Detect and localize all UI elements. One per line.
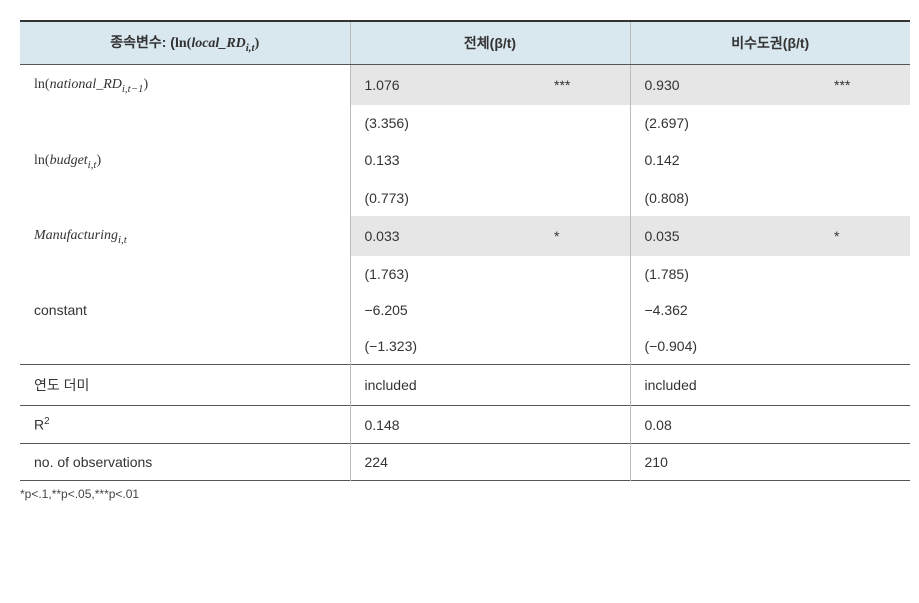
row-label: constant [20, 292, 350, 328]
row-label: Manufacturingi,t [20, 216, 350, 256]
cell-stars [820, 292, 910, 328]
table-row: ln(national_RDi,t−1) 1.076 *** 0.930 *** [20, 64, 910, 104]
table-row: constant −6.205 −4.362 [20, 292, 910, 328]
row-label: R2 [20, 406, 350, 444]
cell-value: 0.033 [350, 216, 540, 256]
cell-tstat: (−1.323) [350, 328, 540, 365]
row-label: no. of observations [20, 443, 350, 480]
cell-stars: *** [820, 64, 910, 104]
cell-value: −6.205 [350, 292, 540, 328]
table-row: (3.356) (2.697) [20, 105, 910, 141]
cell-value: 0.148 [350, 406, 540, 444]
cell-value: 0.142 [630, 141, 820, 181]
cell-value: 0.035 [630, 216, 820, 256]
row-label-empty [20, 180, 350, 216]
cell-value: 224 [350, 443, 540, 480]
table-row: (0.773) (0.808) [20, 180, 910, 216]
table-row: ln(budgeti,t) 0.133 0.142 [20, 141, 910, 181]
row-label: ln(national_RDi,t−1) [20, 64, 350, 104]
cell-tstat: (0.808) [630, 180, 820, 216]
cell-stars: *** [540, 64, 630, 104]
cell-stars: * [820, 216, 910, 256]
table-row: 연도 더미 included included [20, 365, 910, 406]
row-label-empty [20, 105, 350, 141]
regression-table: 종속변수: (ln(local_RDi,t) 전체(β/t) 비수도권(β/t)… [20, 20, 910, 481]
cell-value: 0.08 [630, 406, 820, 444]
header-depvar: 종속변수: (ln(local_RDi,t) [20, 21, 350, 64]
header-col2: 비수도권(β/t) [630, 21, 910, 64]
cell-tstat: (−0.904) [630, 328, 820, 365]
cell-value: included [630, 365, 820, 406]
cell-value: 1.076 [350, 64, 540, 104]
table-row: Manufacturingi,t 0.033 * 0.035 * [20, 216, 910, 256]
cell-value: 210 [630, 443, 820, 480]
row-label: 연도 더미 [20, 365, 350, 406]
table-row: R2 0.148 0.08 [20, 406, 910, 444]
cell-value: 0.133 [350, 141, 540, 181]
cell-tstat: (1.785) [630, 256, 820, 292]
cell-stars [820, 141, 910, 181]
row-label: ln(budgeti,t) [20, 141, 350, 181]
cell-stars [540, 141, 630, 181]
table-row: (−1.323) (−0.904) [20, 328, 910, 365]
footnote: *p<.1,**p<.05,***p<.01 [20, 487, 899, 501]
cell-value: −4.362 [630, 292, 820, 328]
cell-value: included [350, 365, 540, 406]
header-depvar-prefix: 종속변수: ( [110, 34, 175, 50]
row-label-empty [20, 256, 350, 292]
table-row: (1.763) (1.785) [20, 256, 910, 292]
row-label-empty [20, 328, 350, 365]
table-row: no. of observations 224 210 [20, 443, 910, 480]
cell-tstat: (1.763) [350, 256, 540, 292]
header-col1: 전체(β/t) [350, 21, 630, 64]
cell-tstat: (2.697) [630, 105, 820, 141]
cell-stars: * [540, 216, 630, 256]
cell-value: 0.930 [630, 64, 820, 104]
header-row: 종속변수: (ln(local_RDi,t) 전체(β/t) 비수도권(β/t) [20, 21, 910, 64]
cell-tstat: (3.356) [350, 105, 540, 141]
cell-stars [540, 292, 630, 328]
cell-tstat: (0.773) [350, 180, 540, 216]
